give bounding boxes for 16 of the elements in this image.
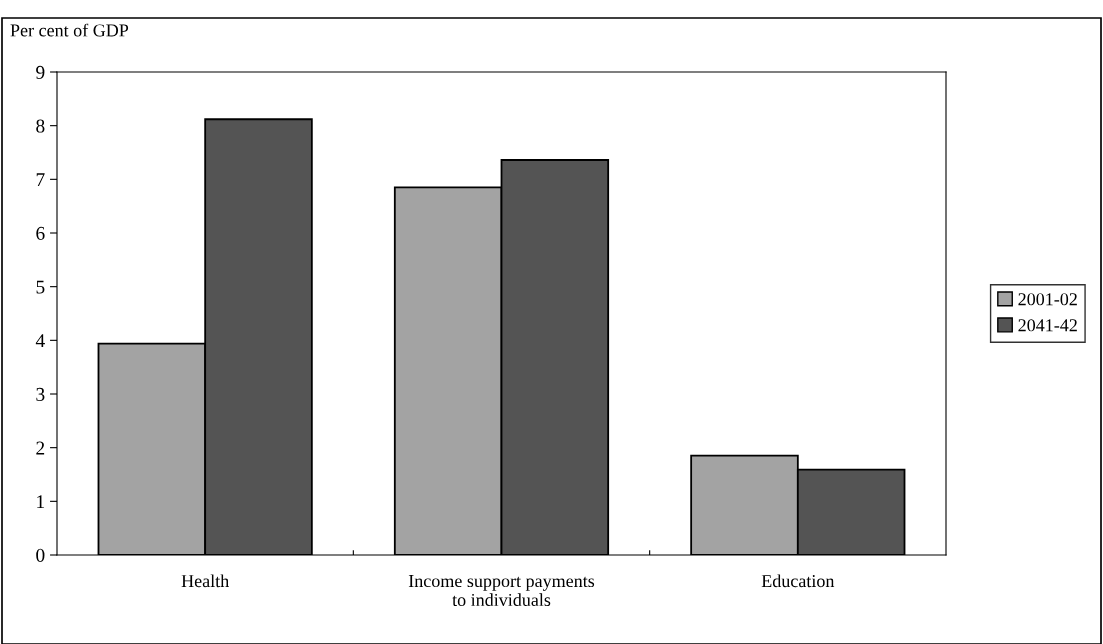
y-tick-label: 3 bbox=[36, 387, 45, 401]
y-tick-label: 1 bbox=[37, 495, 45, 509]
y-axis-title: Per cent of GDP bbox=[10, 23, 129, 37]
legend-label: 2001-02 bbox=[1018, 293, 1077, 306]
y-tick-label: 9 bbox=[36, 65, 45, 79]
x-tick-label: Health bbox=[181, 574, 229, 588]
y-tick-label: 4 bbox=[35, 334, 45, 348]
x-tick-label: Income support payments to individuals bbox=[408, 575, 595, 607]
y-tick-label: 8 bbox=[36, 119, 45, 133]
legend-label: 2041-42 bbox=[1018, 319, 1077, 332]
y-tick-label: 6 bbox=[36, 226, 45, 240]
y-tick-label: 2 bbox=[36, 441, 45, 455]
y-tick-label: 0 bbox=[36, 548, 45, 562]
y-tick-label: 7 bbox=[36, 173, 45, 187]
y-tick-label: 5 bbox=[36, 280, 45, 294]
x-tick-label: Education bbox=[761, 574, 835, 588]
